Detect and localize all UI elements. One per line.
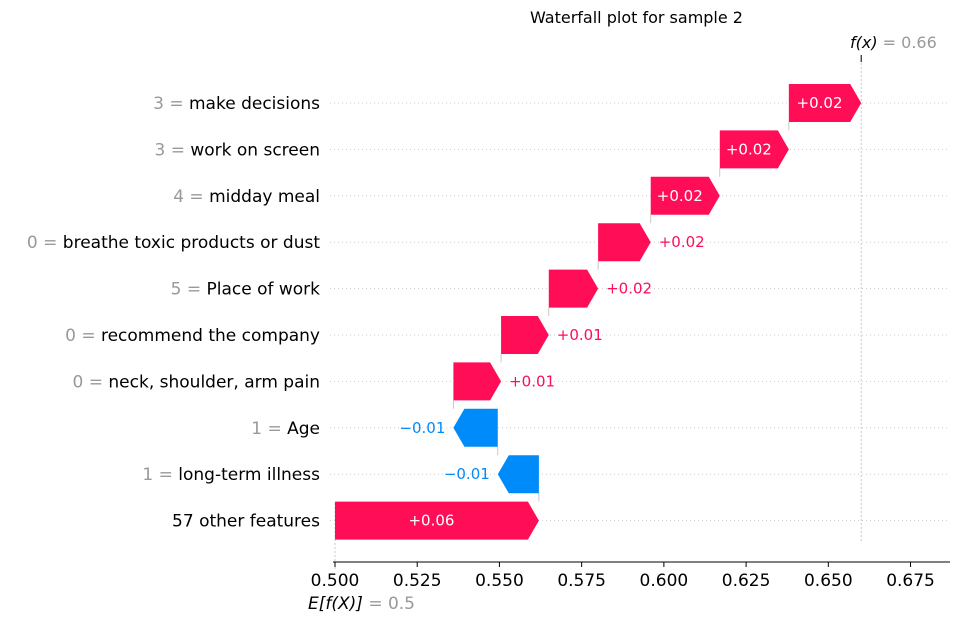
x-tick-label: 0.500 [311,571,360,591]
feature-name: Place of work [206,280,320,300]
bar-negative [497,455,539,494]
bar-value-label: −0.01 [444,465,490,483]
feature-label: 3 = work on screen [154,140,320,160]
feature-label: 0 = breathe toxic products or dust [27,233,320,253]
bar-negative [453,408,498,447]
feature-name: neck, shoulder, arm pain [108,372,320,392]
x-tick-label: 0.650 [804,571,853,591]
bar-positive [719,130,789,169]
bar-positive [453,362,502,401]
output-value-annotation: f(x) = 0.66 [850,33,937,52]
feature-label: 3 = make decisions [153,94,320,114]
output-value-name: f(x) [850,33,883,52]
feature-name: make decisions [189,94,320,114]
bar-value-label: +0.02 [606,280,652,298]
feature-name: breathe toxic products or dust [63,233,321,253]
x-tick-label: 0.600 [640,571,689,591]
bar-value-label: +0.02 [659,233,705,251]
feature-name: work on screen [190,140,320,160]
bar-value-label: −0.01 [399,419,445,437]
output-value-label: = 0.66 [883,33,937,52]
feature-label: 1 = Age [251,419,320,439]
feature-name: 57 other features [172,512,320,532]
feature-value: 1 = [142,465,178,485]
x-tick-label: 0.625 [722,571,771,591]
feature-name: midday meal [209,187,320,207]
base-value-name: E[f(X)] [308,594,368,614]
feature-name: long-term illness [178,465,320,485]
chart-title: Waterfall plot for sample 2 [530,8,743,27]
bar-positive [598,223,651,262]
x-tick-label: 0.575 [557,571,606,591]
x-tick-label: 0.525 [393,571,442,591]
feature-value: 3 = [154,140,190,160]
feature-value: 5 = [171,280,207,300]
feature-value: 0 = [65,326,101,346]
feature-value: 0 = [73,372,109,392]
feature-label: 1 = long-term illness [142,465,320,485]
base-value-annotation: E[f(X)] = 0.5 [308,594,415,614]
bar-value-label: +0.01 [509,372,555,390]
bar-value-label: +0.02 [797,94,843,112]
feature-label: 0 = neck, shoulder, arm pain [73,372,320,392]
feature-value: 4 = [173,187,209,207]
feature-label: 0 = recommend the company [65,326,320,346]
x-tick-label: 0.550 [475,571,524,591]
feature-name: recommend the company [101,326,320,346]
bar-value-label: +0.02 [657,187,703,205]
feature-value: 3 = [153,94,189,114]
feature-label: 4 = midday meal [173,187,320,207]
base-value-label: = 0.5 [368,594,415,614]
bar-value-label: +0.01 [557,326,603,344]
bar-positive [650,176,720,215]
feature-name: Age [287,419,320,439]
x-tick-label: 0.675 [886,571,935,591]
feature-value: 0 = [27,233,63,253]
bar-positive [788,84,862,122]
bar-positive [548,269,599,308]
bar-positive [335,501,539,540]
feature-label: 57 other features [172,512,320,532]
feature-label: 5 = Place of work [171,280,321,300]
bar-value-label: +0.02 [726,140,772,158]
feature-value: 1 = [251,419,287,439]
bar-positive [501,316,549,354]
bar-value-label: +0.06 [408,512,454,530]
